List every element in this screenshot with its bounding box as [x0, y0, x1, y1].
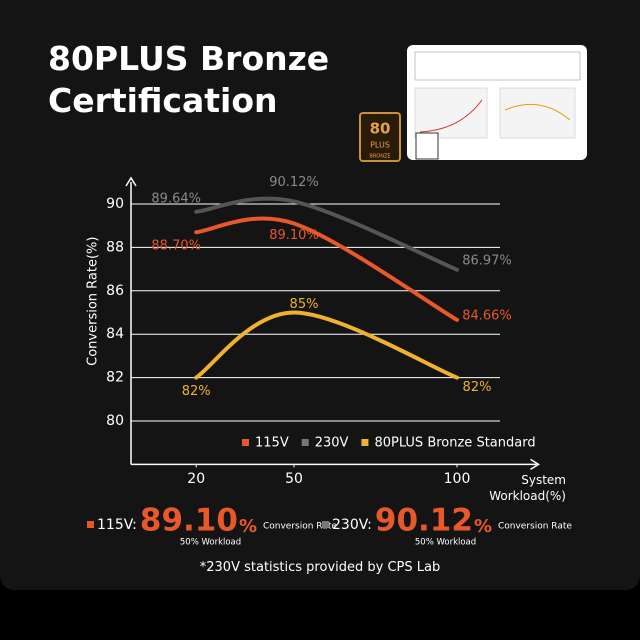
thumbnail-plot [499, 87, 576, 139]
y-tick-label: 84 [106, 326, 124, 342]
series-line [194, 196, 459, 272]
x-tick-label: 100 [444, 471, 471, 487]
y-tick-label: 88 [106, 239, 124, 255]
highlight-swatch [87, 521, 94, 528]
thumbnail-table [414, 51, 581, 81]
x-tick-label: 50 [285, 471, 303, 487]
thumbnail-plot [414, 87, 488, 139]
value-label: 88.70% [151, 239, 201, 254]
legend-swatch [242, 439, 249, 446]
highlight-swatch [322, 521, 329, 528]
series-line [194, 310, 459, 380]
highlight-label: 230V: [332, 517, 372, 533]
value-label: 85% [290, 297, 319, 312]
highlight-caption: Conversion Rate [498, 522, 572, 532]
y-axis-label: Conversion Rate(%) [86, 237, 101, 366]
value-label: 86.97% [462, 253, 512, 268]
badge-plus: PLUS [370, 141, 390, 150]
value-label: 82% [182, 384, 211, 399]
title: 80PLUS Bronze Certification [48, 39, 330, 120]
thumbnail-curve [419, 99, 483, 133]
y-tick-label: 80 [106, 413, 124, 429]
y-axis-arrow [125, 176, 137, 187]
thumb-badge [415, 132, 439, 160]
badge [359, 112, 401, 162]
value-label: 89.10% [269, 228, 319, 243]
highlight-label: 115V: [97, 517, 137, 533]
legend-label: 230V [315, 436, 349, 451]
value-label: 90.12% [269, 175, 319, 190]
legend-label: 80PLUS Bronze Standard [374, 436, 535, 451]
highlight-unit: % [239, 516, 257, 537]
thumbnail-curve [504, 103, 571, 121]
highlight-unit: % [474, 516, 492, 537]
badge-number: 80 [370, 120, 391, 138]
x-tick-label: 20 [187, 471, 205, 487]
legend-swatch [301, 439, 309, 446]
x-axis-label: System Workload(%) [489, 473, 566, 503]
value-label: 84.66% [462, 308, 512, 323]
legend-label: 115V [255, 436, 289, 451]
highlight-note: 50% Workload [180, 538, 241, 548]
y-tick-label: 82 [106, 370, 124, 386]
y-tick-label: 90 [106, 196, 124, 212]
value-label: 82% [463, 380, 492, 395]
footnote: *230V statistics provided by CPS Lab [199, 560, 441, 575]
x-axis-arrow [530, 458, 540, 471]
value-label: 89.64% [151, 191, 201, 206]
series-line [194, 216, 459, 322]
highlight-value: 89.10 [140, 503, 238, 539]
highlight-note: 50% Workload [415, 538, 476, 548]
highlight-caption: Conversion Rate [263, 522, 337, 532]
legend-swatch [361, 439, 369, 446]
y-tick-label: 86 [106, 283, 124, 299]
highlight-value: 90.12 [375, 503, 473, 539]
badge-grade: BRONZE [369, 154, 390, 160]
